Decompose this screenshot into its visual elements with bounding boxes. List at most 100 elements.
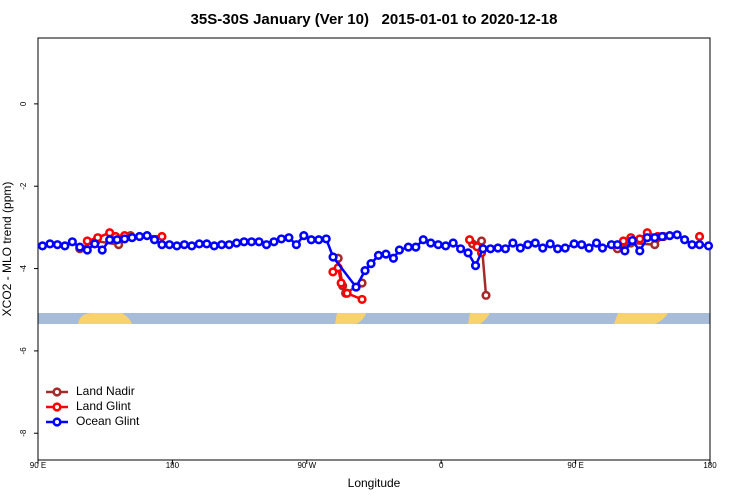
data-point <box>306 235 316 245</box>
data-point <box>254 237 264 247</box>
data-point <box>194 239 204 249</box>
data-point <box>82 236 92 246</box>
data-point <box>52 240 63 250</box>
data-point <box>37 241 48 251</box>
data-point <box>576 240 587 250</box>
data-point <box>75 242 85 252</box>
data-point <box>665 231 675 241</box>
data-point <box>381 249 391 259</box>
legend-label: Ocean Glint <box>76 414 140 428</box>
legend-label: Land Nadir <box>76 384 135 398</box>
data-point <box>672 230 682 240</box>
data-point <box>650 240 660 250</box>
x-tick-label: 180 <box>166 461 180 470</box>
x-axis-label: Longitude <box>348 476 401 490</box>
data-point <box>246 237 257 247</box>
y-tick-label: 0 <box>19 101 28 106</box>
y-axis-label: XCO2 - MLO trend (ppm) <box>0 182 14 317</box>
data-point <box>694 231 705 242</box>
data-point <box>224 240 234 250</box>
legend-marker <box>52 417 62 427</box>
data-point <box>553 244 563 254</box>
y-tick-label: -2 <box>19 182 28 190</box>
data-point <box>627 235 637 246</box>
data-point <box>366 259 376 269</box>
data-point <box>217 240 227 250</box>
data-point <box>569 239 579 249</box>
land-mask-band <box>38 313 710 324</box>
data-point <box>680 235 690 245</box>
data-point <box>97 245 107 255</box>
data-point <box>269 237 279 247</box>
data-point <box>657 231 667 242</box>
land-blob <box>614 313 668 324</box>
data-point <box>90 239 100 249</box>
data-point <box>485 244 496 254</box>
data-point <box>448 238 458 248</box>
data-point <box>328 252 338 262</box>
data-point <box>463 248 473 258</box>
data-point <box>478 244 488 254</box>
x-tick-label: 0 <box>439 461 444 470</box>
legend-label: Land Glint <box>76 399 131 413</box>
data-point <box>187 241 197 251</box>
data-point <box>299 231 309 241</box>
data-point <box>373 250 384 260</box>
data-point <box>291 240 301 250</box>
data-point <box>82 245 92 255</box>
data-point <box>127 233 137 243</box>
data-point <box>120 234 130 244</box>
data-point <box>584 243 594 253</box>
land-blob <box>78 312 132 324</box>
data-point <box>394 245 404 255</box>
data-point <box>523 240 533 250</box>
data-point <box>351 282 361 292</box>
data-point <box>538 243 548 253</box>
data-point <box>164 240 175 250</box>
data-point <box>476 236 487 246</box>
data-point <box>464 235 475 245</box>
data-point <box>635 234 645 244</box>
data-point <box>411 242 421 252</box>
data-point <box>134 231 145 242</box>
data-point <box>179 240 189 250</box>
data-point <box>500 244 511 254</box>
land-mask <box>38 312 710 324</box>
data-point <box>441 241 451 251</box>
data-point <box>456 244 466 254</box>
data-point <box>157 240 167 250</box>
data-point <box>45 239 55 249</box>
data-point <box>284 233 294 243</box>
data-point <box>426 238 436 248</box>
data-point <box>508 238 518 248</box>
data-point <box>202 239 212 249</box>
data-point <box>60 241 70 251</box>
data-point <box>470 261 481 271</box>
data-point <box>642 233 652 243</box>
chart-title: 35S-30S January (Ver 10) 2015-01-01 to 2… <box>191 11 558 28</box>
data-point <box>591 238 602 248</box>
data-point <box>112 235 122 245</box>
land-blob <box>335 313 366 324</box>
y-tick-label: -4 <box>19 264 28 272</box>
data-point <box>261 240 272 250</box>
legend-marker <box>52 402 62 412</box>
data-point <box>209 241 219 251</box>
data-point <box>530 238 540 248</box>
y-tick-label: -8 <box>19 429 28 437</box>
data-point <box>703 241 714 251</box>
data-point <box>493 243 503 253</box>
data-point <box>172 241 182 251</box>
data-point <box>239 237 249 247</box>
legend-marker <box>52 387 62 397</box>
data-point <box>481 290 491 300</box>
data-point <box>142 231 152 241</box>
data-point <box>357 294 367 305</box>
data-point <box>276 234 287 244</box>
data-point <box>314 235 324 245</box>
x-tick-label: 90 E <box>567 461 583 470</box>
x-tick-label: 90 E <box>30 461 46 470</box>
data-point <box>515 243 525 253</box>
x-tick-label: 90 W <box>297 461 316 470</box>
